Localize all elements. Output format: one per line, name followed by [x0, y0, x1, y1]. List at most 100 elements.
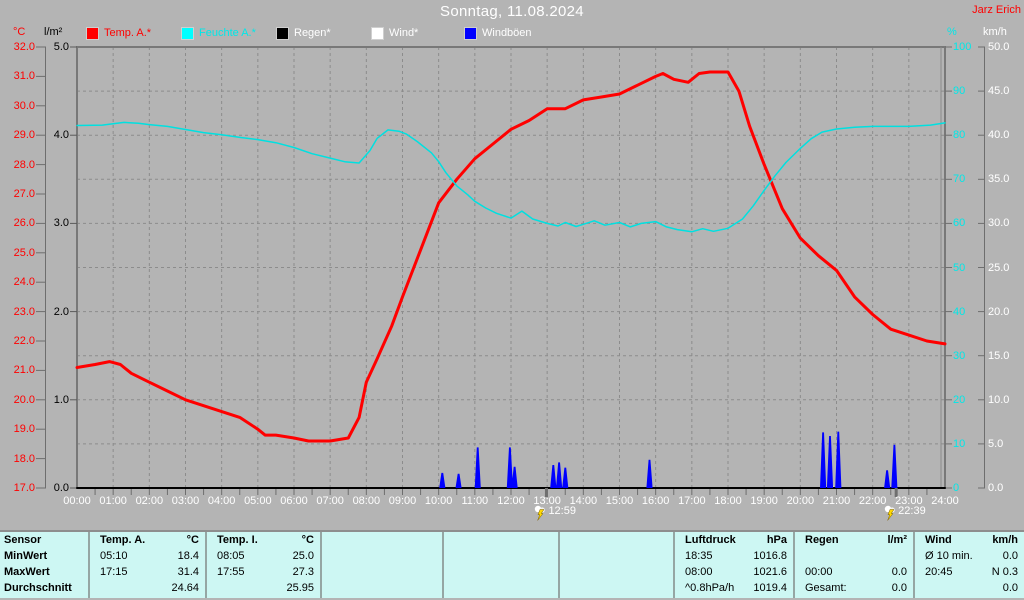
rain-tick-label: 1.0	[53, 393, 69, 406]
legend-item-regen: Regen*	[276, 26, 331, 40]
cell-time: 08:05	[217, 550, 245, 562]
table-row-label: MaxWert	[4, 566, 50, 578]
table-column-header: Temp. A. °C	[90, 532, 205, 548]
temp-tick-label: 19.0	[13, 423, 35, 436]
time-tick-label: 11:00	[461, 495, 489, 507]
column-name: Regen	[805, 534, 839, 546]
table-column-header: Temp. I. °C	[207, 532, 320, 548]
cell-value: N 0.3	[991, 566, 1018, 578]
cell-time: 17:15	[100, 566, 128, 578]
legend-swatch-icon	[86, 26, 99, 40]
cell-value: 0.0	[1002, 582, 1018, 594]
temp-tick-label: 24.0	[13, 276, 35, 289]
table-row: 17:15 31.4	[90, 564, 205, 580]
legend-swatch-icon	[371, 26, 384, 40]
column-unit: °C	[301, 534, 314, 546]
time-tick-label: 01:00	[99, 495, 127, 507]
table-row-label: Sensor	[4, 534, 42, 546]
table-row	[322, 548, 442, 564]
legend-swatch-icon	[276, 26, 289, 40]
cell-value: 1019.4	[753, 582, 787, 594]
wind-tick-label: 30.0	[988, 217, 1010, 230]
table-column-header	[322, 532, 442, 548]
table-row	[444, 548, 558, 564]
time-tick-label: 02:00	[135, 495, 164, 507]
table-row	[560, 548, 673, 564]
table-row	[444, 564, 558, 580]
cell-value: 24.64	[171, 582, 199, 594]
time-tick-label: 12:00	[497, 495, 525, 507]
table-row: 08:00 1021.6	[675, 564, 793, 580]
rain-axis-unit: l/m²	[44, 26, 63, 38]
column-unit: km/h	[992, 534, 1018, 546]
table-row: 24.64	[90, 580, 205, 596]
temp-tick-label: 18.0	[13, 452, 35, 465]
time-tick-label: 17:00	[678, 495, 706, 507]
column-unit: l/m²	[887, 534, 907, 546]
cell-value: 25.95	[286, 582, 314, 594]
cell-value: 0.0	[891, 566, 907, 578]
table-row: ^0.8hPa/h 1019.4	[675, 580, 793, 596]
cell-time: 17:55	[217, 566, 245, 578]
column-name: Temp. A.	[100, 534, 146, 546]
time-tick-label: 21:00	[822, 495, 851, 507]
humidity-tick-label: 100	[953, 41, 972, 53]
event-time: 22:39	[898, 505, 926, 517]
cell-time: ^0.8hPa/h	[685, 582, 735, 594]
cell-value: 1016.8	[753, 550, 787, 562]
legend-item-wind: Wind*	[371, 26, 418, 40]
table-column-luftdruck: Luftdruck hPa 18:35 1016.8 08:00 1021.6 ^0.8hP…	[673, 532, 793, 598]
table-row: 08:05 25.0	[207, 548, 320, 564]
legend-swatch-icon	[181, 26, 194, 40]
cell-value: 18.4	[177, 550, 199, 562]
table-column-header: Wind km/h	[915, 532, 1024, 548]
table-row: 05:10 18.4	[90, 548, 205, 564]
rain-tick-label: 5.0	[53, 41, 69, 53]
time-tick-label: 09:00	[388, 495, 417, 507]
humidity-tick-label: 30	[953, 349, 966, 362]
series-feuchtea	[76, 121, 946, 233]
table-row	[322, 564, 442, 580]
time-tick-label: 16:00	[641, 495, 670, 507]
legend-item-tempa: Temp. A.*	[86, 26, 151, 40]
humidity-tick-label: 80	[953, 129, 966, 142]
temp-tick-label: 17.0	[13, 482, 35, 494]
cell-time: Ø 10 min.	[925, 550, 973, 562]
time-tick-label: 05:00	[244, 495, 272, 507]
legend-item-feuchtea: Feuchte A.*	[181, 26, 256, 40]
table-column-header: Regen l/m²	[795, 532, 913, 548]
temp-axis-unit: °C	[13, 26, 26, 38]
table-row: 00:00 0.0	[795, 564, 913, 580]
rain-tick-label: 4.0	[53, 129, 69, 142]
time-tick-label: 03:00	[171, 495, 200, 507]
storm-cloud-lightning-icon	[535, 505, 546, 521]
time-tick-label: 06:00	[280, 495, 308, 507]
cell-value: 25.0	[292, 550, 314, 562]
table-row: Ø 10 min. 0.0	[915, 548, 1024, 564]
table-row	[322, 580, 442, 596]
temp-tick-label: 25.0	[13, 246, 35, 259]
column-unit: hPa	[766, 534, 787, 546]
table-row	[795, 548, 913, 564]
humidity-tick-label: 60	[953, 217, 966, 230]
cell-value: 27.3	[292, 566, 314, 578]
table-row	[444, 580, 558, 596]
temp-tick-label: 30.0	[13, 99, 35, 112]
temp-tick-label: 26.0	[13, 217, 35, 230]
legend-label: Regen*	[294, 27, 331, 39]
cell-value: 0.0	[1002, 550, 1018, 562]
wind-tick-label: 15.0	[988, 349, 1010, 362]
cell-time: 08:00	[685, 566, 713, 578]
rain-tick-label: 2.0	[53, 305, 69, 318]
temp-tick-label: 23.0	[13, 305, 35, 318]
time-tick-label: 15:00	[605, 495, 634, 507]
humidity-tick-label: 10	[953, 437, 966, 450]
storm-event-marker: 12:59	[533, 505, 576, 521]
wind-tick-label: 25.0	[988, 261, 1010, 274]
temp-tick-label: 21.0	[13, 364, 35, 377]
wind-tick-label: 40.0	[988, 129, 1010, 142]
time-tick-label: 13:00	[533, 495, 561, 507]
cell-value: 31.4	[177, 566, 199, 578]
table-row-label: MinWert	[4, 550, 48, 562]
